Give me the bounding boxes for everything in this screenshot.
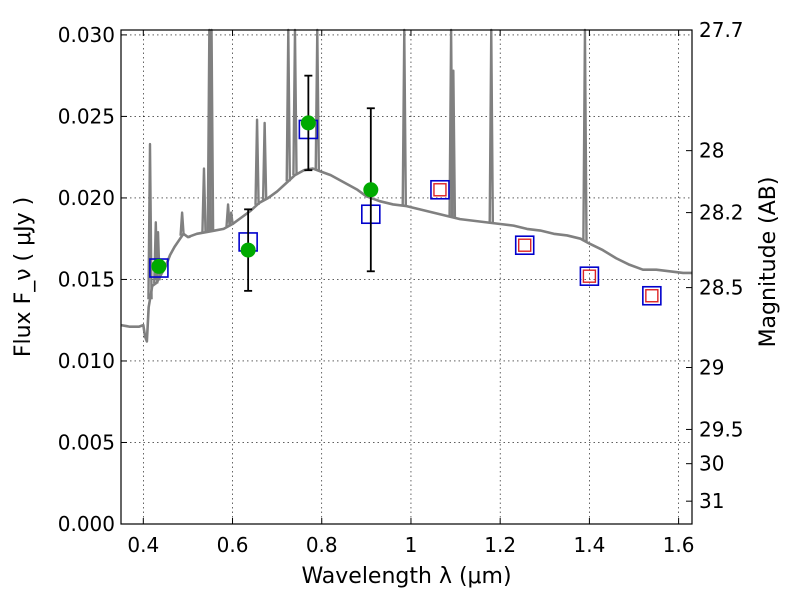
spectrum-spike	[179, 211, 185, 236]
grid	[121, 30, 692, 525]
x-tick-label: 1.2	[484, 533, 516, 557]
y2-tick-label: 30	[699, 452, 724, 476]
model-square	[579, 266, 600, 286]
spectrum-spike	[225, 203, 231, 227]
spectrum-spike	[401, 28, 408, 206]
model-square	[430, 179, 450, 200]
y2-tick-label: 27.7	[699, 18, 744, 42]
y2-tick-label: 28.2	[699, 201, 744, 225]
model-square	[642, 285, 662, 306]
y-tick-label: 0.015	[58, 267, 115, 291]
y2-axis-label: Magnitude (AB)	[756, 177, 781, 348]
y-axis-label: Flux F_ν ( μJy )	[11, 197, 36, 357]
x-tick-label: 1.4	[573, 533, 605, 557]
y2-tick-label: 31	[699, 489, 724, 513]
x-axis-label: Wavelength λ (μm)	[301, 564, 511, 589]
observed-point	[300, 115, 316, 131]
y-tick-label: 0.000	[58, 512, 115, 536]
y-tick-label: 0.005	[58, 430, 115, 454]
observed-point	[151, 258, 167, 274]
spectrum-spike	[254, 118, 260, 205]
observed-point	[240, 242, 256, 258]
alt-square	[433, 183, 447, 197]
spectrum-spike	[228, 211, 234, 225]
alt-square	[582, 269, 597, 283]
spectrum-spike	[450, 69, 457, 218]
x-tick-label: 1.6	[663, 533, 695, 557]
x-tick-label: 0.8	[306, 533, 338, 557]
spectrum-spike	[582, 28, 588, 242]
observed-point	[363, 182, 379, 198]
spectrum-spike	[147, 142, 153, 300]
x-tick-label: 1	[405, 533, 418, 557]
y-tick-label: 0.030	[58, 23, 115, 47]
plot-frame	[120, 29, 693, 525]
model-square	[514, 235, 535, 256]
spectrum-spike	[261, 121, 268, 200]
y-tick-label: 0.025	[58, 104, 115, 128]
y2-tick-label: 28.5	[699, 276, 744, 300]
alt-square	[645, 289, 659, 303]
spectrum-spike	[488, 28, 495, 223]
plot-data	[120, 28, 692, 343]
spectrum-spike	[292, 28, 298, 176]
axis-ticks: 0.4 0.6 0.8 1 1.2 1.4 1.6 0.000 0.005 0.010 0.015 0…	[58, 18, 744, 557]
spectrum-spike	[314, 28, 321, 171]
y2-tick-label: 29.5	[699, 417, 744, 441]
y2-tick-label: 28	[699, 139, 724, 163]
x-tick-label: 0.6	[217, 533, 249, 557]
y-tick-label: 0.020	[58, 186, 115, 210]
x-tick-label: 0.4	[127, 533, 159, 557]
alt-square	[518, 238, 532, 252]
spectrum-spike	[285, 28, 292, 182]
y-tick-label: 0.010	[58, 349, 115, 373]
y2-tick-label: 29	[699, 355, 724, 379]
spectrum-spike	[201, 167, 207, 233]
